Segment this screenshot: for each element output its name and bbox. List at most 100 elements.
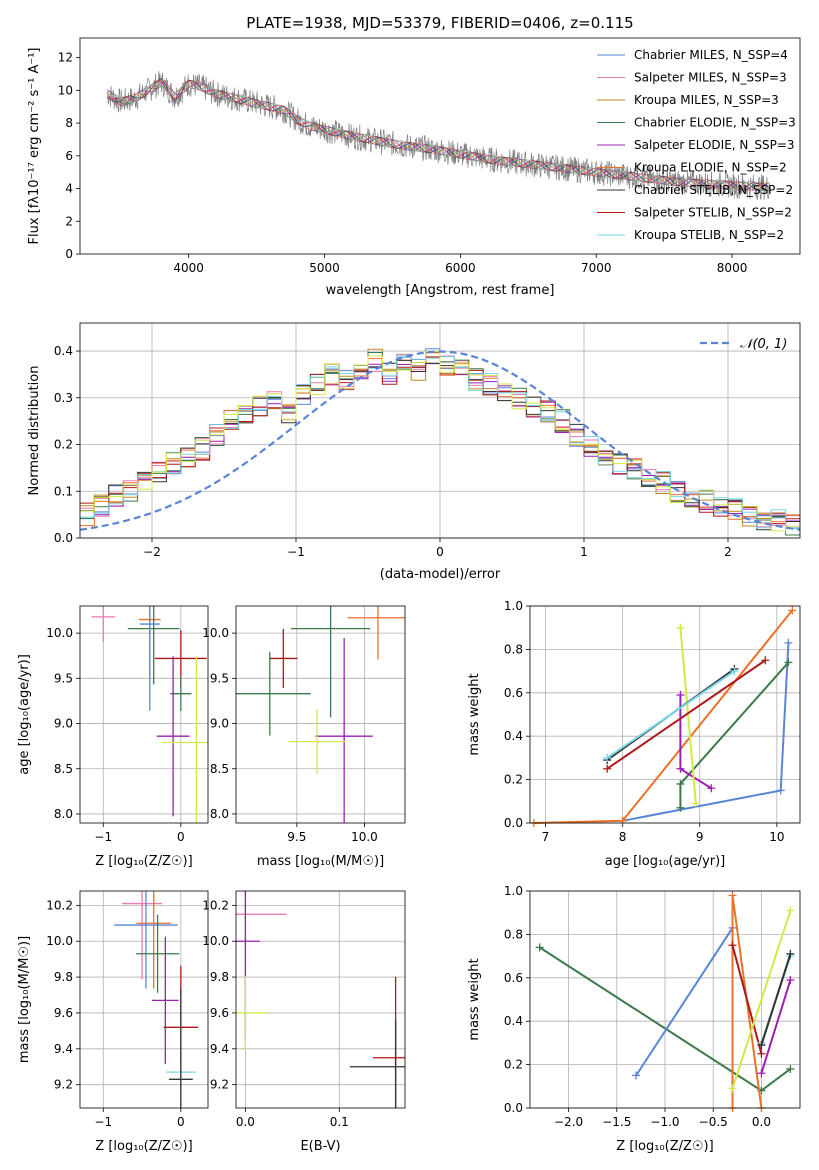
panel-5: −1 0 9.2 9.4 9.6 9.8 10.0 10.2 Z [log₁₀(Z/Z☉)] ma… (17, 890, 209, 1154)
legend-label: Salpeter MILES, N_SSP=3 (634, 71, 787, 85)
y-tick-label: 8.5 (54, 762, 73, 776)
weight-marker (757, 1049, 766, 1058)
y-tick-label: 0.2 (504, 1058, 523, 1072)
plot-area (106, 70, 771, 201)
panel-7: −2.0 −1.5 −1.0 −0.5 0.0 0.0 0.2 0.4 0.6 0.8 1.0 Z [… (467, 884, 801, 1154)
weight-line (679, 627, 697, 804)
weight-line (606, 659, 766, 770)
panel-1: −2 −1 0 1 2 0.0 0.1 0.2 0.3 0.4 (data-model)/error… (27, 322, 801, 582)
x-tick-label: 4000 (173, 261, 204, 275)
y-tick-label: 0.6 (504, 971, 523, 985)
y-tick-label: 9.4 (210, 1042, 229, 1056)
y-tick-label: 9.6 (54, 1006, 73, 1020)
model-line (106, 77, 771, 191)
axes-frame (79, 605, 209, 824)
legend-label: Salpeter STELIB, N_SSP=2 (634, 206, 792, 220)
weight-marker (676, 803, 685, 812)
weight-marker (676, 690, 685, 699)
x-axis-label: Z [log₁₀(Z/Z☉)] (95, 854, 192, 869)
y-tick-label: 9.5 (54, 671, 73, 685)
weight-line (760, 979, 792, 1074)
y-tick-label: 0.0 (54, 531, 73, 545)
y-tick-label: 0.2 (54, 438, 73, 452)
x-tick-label: −1 (94, 830, 112, 844)
weight-line (635, 927, 734, 1077)
weight-line (731, 945, 763, 1055)
x-tick-label: 10.0 (351, 830, 378, 844)
y-axis-label: mass weight (467, 673, 482, 755)
x-tick-label: −1 (94, 1115, 112, 1129)
x-tick-label: 5000 (309, 261, 340, 275)
weight-marker (786, 1064, 795, 1073)
weight-line (679, 661, 790, 808)
y-tick-label: 8.0 (54, 807, 73, 821)
legend-label: Salpeter ELODIE, N_SSP=3 (634, 138, 795, 152)
weight-marker (691, 799, 700, 808)
y-tick-label: 9.6 (210, 1006, 229, 1020)
x-tick-label: −2 (143, 545, 161, 559)
weight-marker (676, 779, 685, 788)
y-tick-label: 8.0 (210, 807, 229, 821)
y-axis-label: Flux [fλ10⁻¹⁷ erg cm⁻² s⁻¹ A⁻¹] (27, 48, 42, 245)
y-tick-label: 0.3 (54, 391, 73, 405)
model-line (106, 78, 771, 191)
y-tick-label: 0.1 (54, 484, 73, 498)
y-tick-label: 0.4 (504, 1014, 523, 1028)
y-tick-label: 8.5 (210, 762, 229, 776)
y-tick-label: 9.0 (54, 717, 73, 731)
weight-line (760, 953, 792, 1046)
normal-curve (79, 350, 801, 531)
legend-label: 𝒩(0, 1) (740, 337, 787, 352)
x-axis-label: mass [log₁₀(M/M☉)] (257, 854, 384, 869)
weight-marker (603, 753, 612, 762)
y-tick-label: 9.2 (210, 1078, 229, 1092)
x-tick-label: 6000 (445, 261, 476, 275)
y-axis-label: Normed distribution (27, 366, 42, 496)
legend-label: Chabrier ELODIE, N_SSP=3 (634, 116, 796, 130)
y-tick-label: 10.0 (46, 934, 73, 948)
axes-frame (235, 605, 406, 824)
weight-marker (761, 656, 770, 665)
legend-label: Kroupa MILES, N_SSP=3 (634, 93, 779, 107)
weight-marker (676, 764, 685, 773)
weight-marker (728, 941, 737, 950)
x-tick-label: −1.0 (650, 1115, 679, 1129)
x-tick-label: 7000 (581, 261, 612, 275)
x-tick-label: 0 (177, 1115, 185, 1129)
weight-marker (632, 1071, 641, 1080)
y-tick-label: 10 (58, 83, 73, 97)
axes-frame (235, 890, 406, 1109)
weight-marker (757, 1069, 766, 1078)
weight-line (533, 609, 794, 824)
weight-line (731, 910, 792, 1089)
weight-marker (728, 891, 737, 900)
x-tick-label: 0.0 (236, 1115, 255, 1129)
x-tick-label: −0.5 (699, 1115, 728, 1129)
x-tick-label: 8 (619, 830, 627, 844)
x-axis-label: wavelength [Angstrom, rest frame] (326, 283, 555, 298)
model-line (107, 82, 771, 192)
y-tick-label: 10.0 (202, 626, 229, 640)
x-tick-label: −1 (287, 545, 305, 559)
axes-frame (79, 37, 801, 255)
y-tick-label: 0.0 (504, 1101, 523, 1115)
y-tick-label: 8 (65, 116, 73, 130)
y-tick-label: 0.2 (504, 773, 523, 787)
y-tick-label: 0 (65, 247, 73, 261)
panel-2: −1 0 8.0 8.5 9.0 9.5 10.0 Z [log₁₀(Z/Z☉)] age [l… (17, 605, 209, 869)
weight-marker (618, 816, 627, 825)
y-tick-label: 0.8 (504, 642, 523, 656)
y-tick-label: 9.4 (54, 1042, 73, 1056)
x-tick-label: 9.5 (287, 830, 306, 844)
weight-marker (786, 975, 795, 984)
y-tick-label: 0.4 (54, 344, 73, 358)
x-tick-label: −2.0 (554, 1115, 583, 1129)
axes-frame (529, 890, 801, 1109)
model-line (106, 82, 771, 192)
y-tick-label: 10.0 (46, 626, 73, 640)
weight-line (606, 670, 735, 759)
weight-marker (757, 1041, 766, 1050)
y-tick-label: 1.0 (504, 599, 523, 613)
x-tick-label: 0 (177, 830, 185, 844)
x-tick-label: 7 (542, 830, 550, 844)
